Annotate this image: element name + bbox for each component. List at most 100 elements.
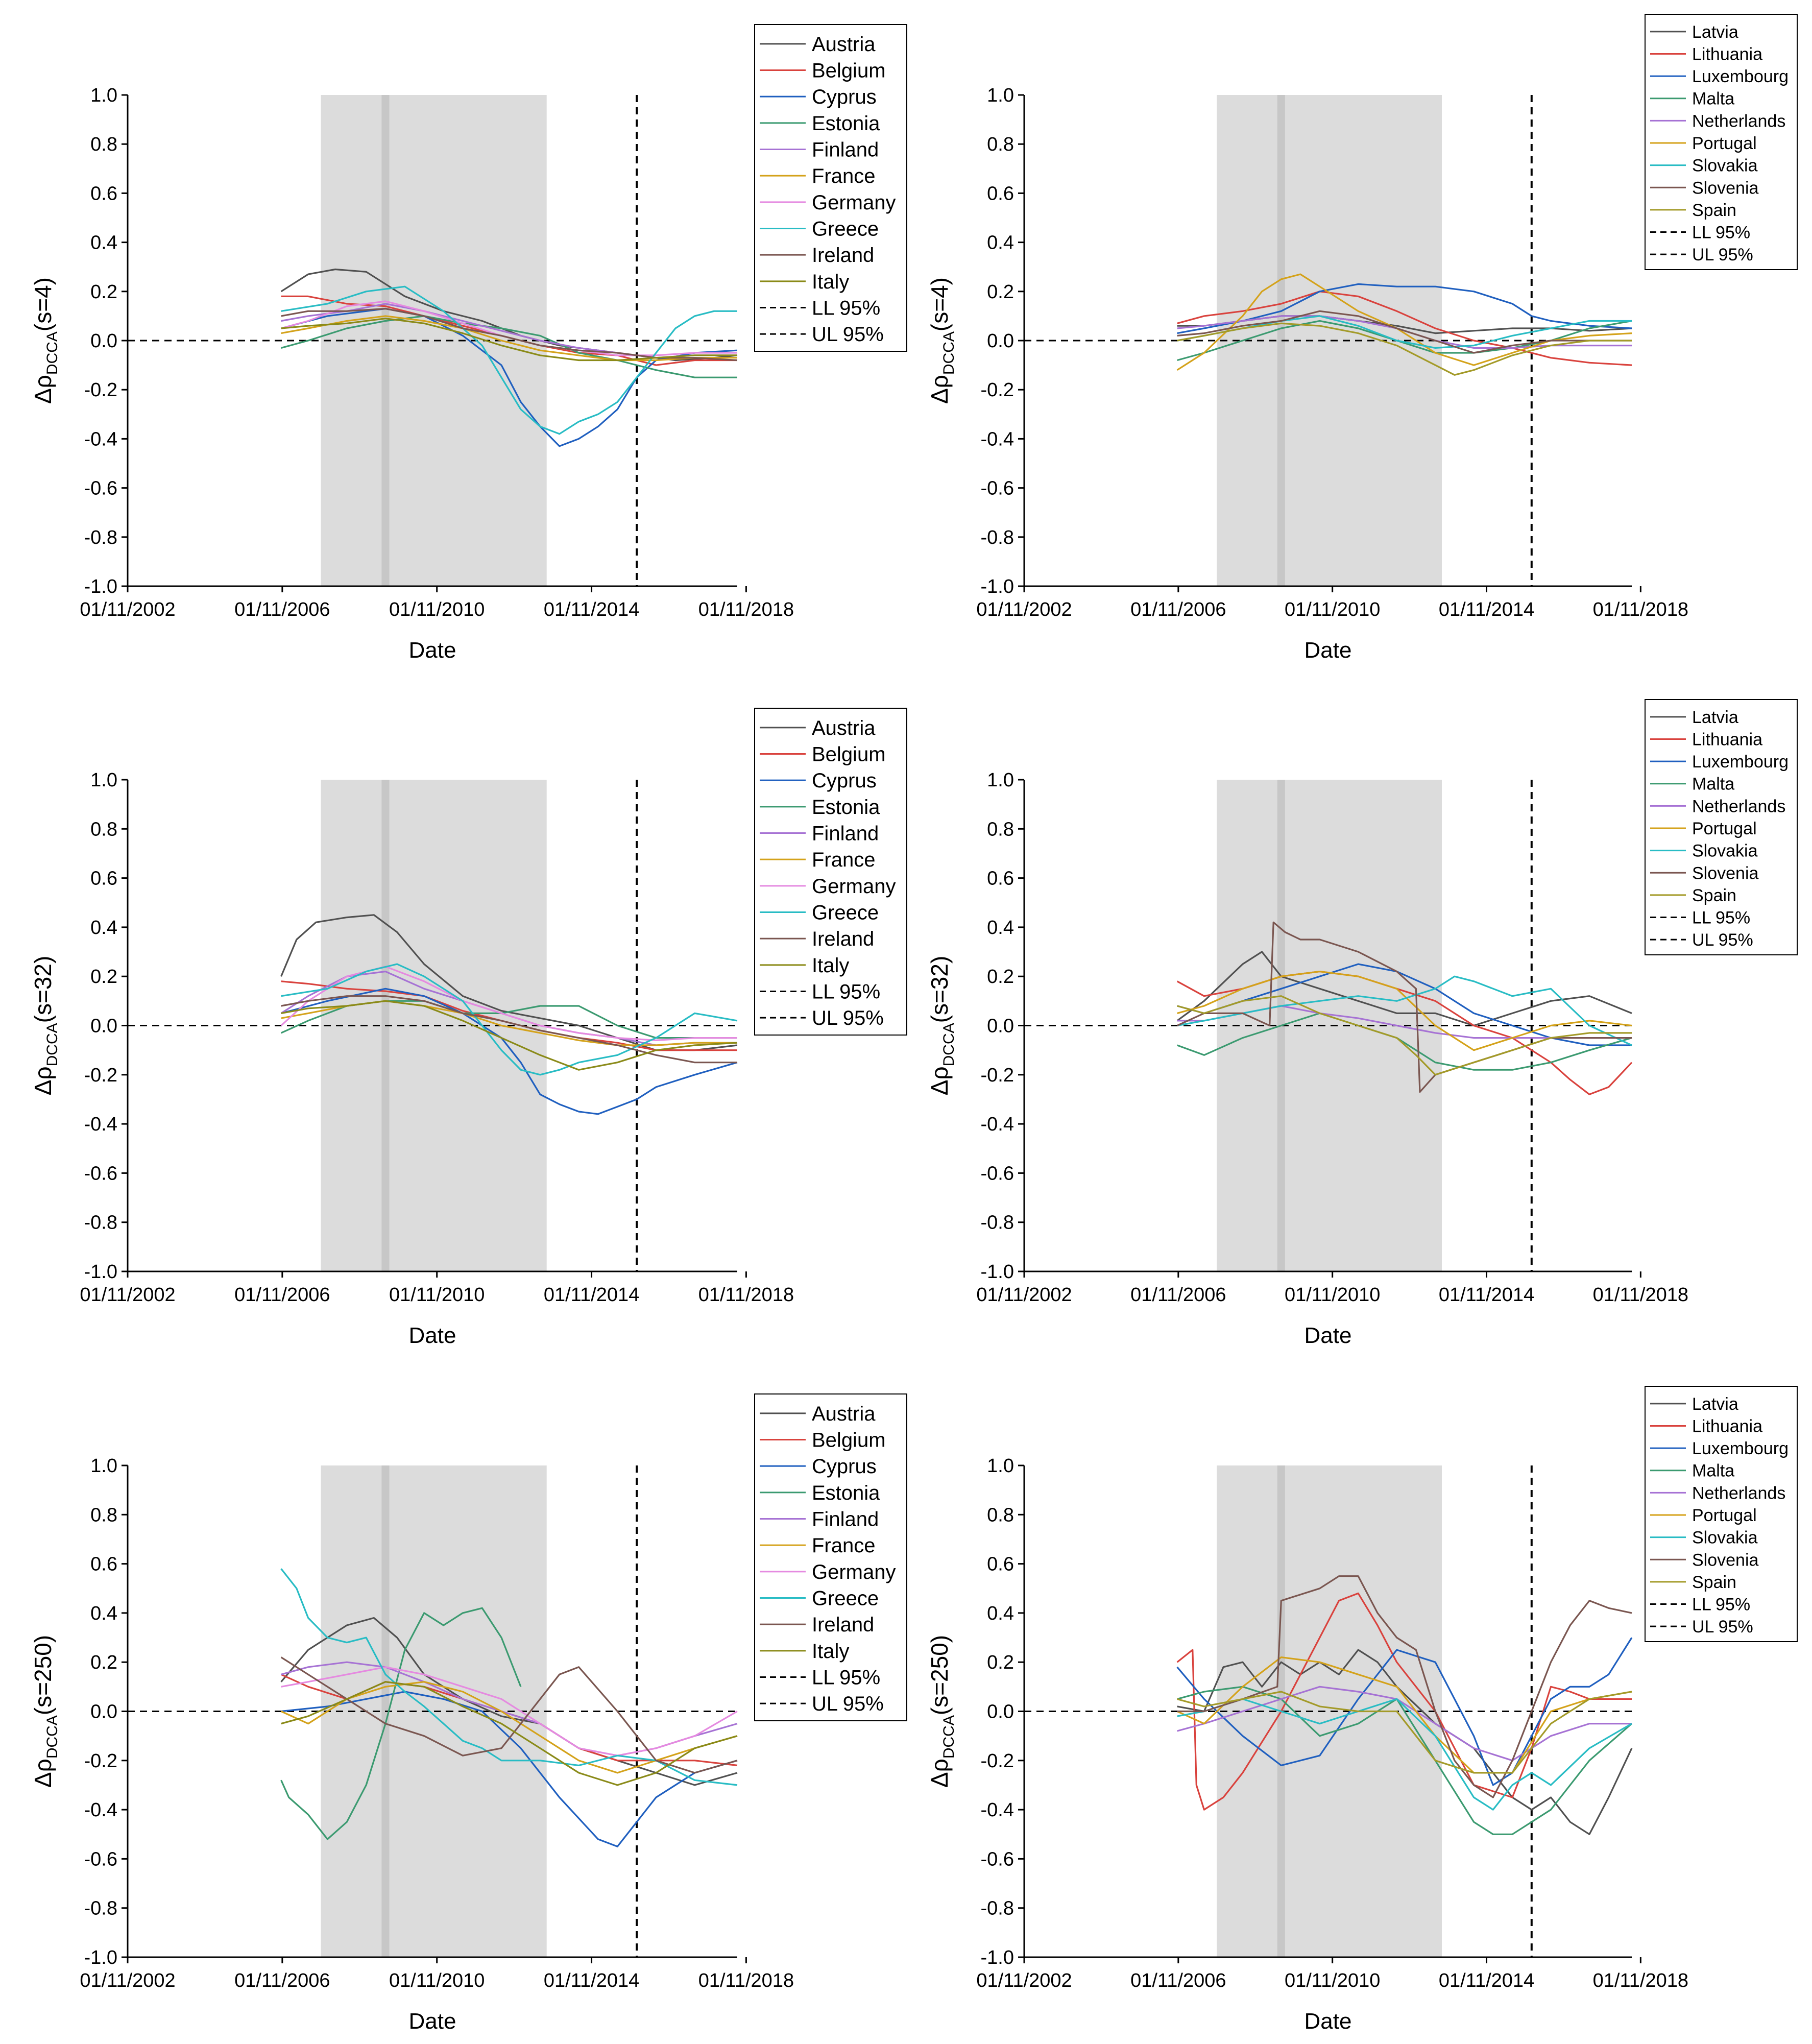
y-tick-label: 1.0 <box>987 85 1014 106</box>
y-tick-label: 0.2 <box>987 1652 1014 1673</box>
legend-label: Portugal <box>1692 134 1757 153</box>
y-tick-label: 0.6 <box>90 1554 117 1575</box>
x-axis-label: Date <box>1304 638 1352 663</box>
x-tick-label: 01/11/2006 <box>1130 1970 1226 1991</box>
y-tick-label: 0.0 <box>987 1016 1014 1037</box>
series-line-greece <box>281 963 738 1076</box>
legend-label: Spain <box>1692 1573 1736 1592</box>
legend-label: Netherlands <box>1692 1483 1785 1503</box>
series-line-portugal <box>1177 970 1632 1051</box>
x-tick-label: 01/11/2010 <box>389 1970 485 1991</box>
y-tick-label: 1.0 <box>90 769 117 791</box>
legend-label: LL 95% <box>812 297 880 320</box>
legend-label: Germany <box>812 1561 896 1583</box>
y-tick-label: -0.2 <box>84 1750 117 1772</box>
legend: Latvia Lithuania Luxembourg Malta Netherland… <box>1645 699 1798 955</box>
y-tick-label: -0.6 <box>981 1163 1014 1184</box>
y-tick-label: 0.2 <box>90 966 117 988</box>
legend: Austria Belgium Cyprus Estonia Finland France… <box>754 24 907 352</box>
legend-label: Latvia <box>1692 1394 1738 1414</box>
legend-label: Italy <box>812 954 849 977</box>
legend-label: Slovakia <box>1692 156 1758 176</box>
series-line-spain <box>1177 322 1632 376</box>
y-tick-label: -1.0 <box>84 1947 117 1968</box>
legend-label: Austria <box>812 33 876 56</box>
series-line-cyprus <box>281 1691 738 1847</box>
x-tick-label: 01/11/2014 <box>1439 599 1534 620</box>
series-line-germany <box>281 1666 738 1757</box>
y-tick-label: 0.4 <box>90 232 117 254</box>
x-axis-label: Date <box>409 2009 456 2034</box>
legend-label: LL 95% <box>812 1667 880 1689</box>
y-tick-label: 0.4 <box>987 917 1014 939</box>
panel-s4-group2: 1.00.80.60.40.20.0-0.2-0.4-0.6-0.8-1.001… <box>926 14 1798 663</box>
legend-label: Germany <box>812 191 896 214</box>
legend-label: Belgium <box>812 60 886 82</box>
series-line-ireland <box>281 995 737 1064</box>
legend-label: UL 95% <box>1692 930 1753 950</box>
x-tick-label: 01/11/2018 <box>698 599 794 620</box>
y-tick-label: 0.4 <box>90 917 117 939</box>
y-tick-label: 0.8 <box>90 134 117 155</box>
series-line-greece <box>281 285 737 435</box>
series-line-italy <box>281 318 737 362</box>
x-tick-label: 01/11/2006 <box>234 599 330 620</box>
legend-label: Estonia <box>812 112 880 135</box>
legend-box <box>754 1393 907 1721</box>
legend-label: LL 95% <box>812 981 880 1003</box>
legend-label: Malta <box>1692 1461 1734 1481</box>
y-tick-label: -0.8 <box>981 527 1014 548</box>
legend-label: Slovakia <box>1692 841 1758 861</box>
y-tick-label: -0.8 <box>84 1898 117 1919</box>
y-tick-label: -0.6 <box>84 1848 117 1870</box>
y-tick-label: -0.4 <box>84 1799 117 1821</box>
series-line-luxembourg <box>1176 1637 1633 1786</box>
series-line-austria <box>280 1617 738 1786</box>
x-axis-label: Date <box>409 638 456 663</box>
x-tick-label: 01/11/2018 <box>698 1970 794 1991</box>
x-tick-label: 01/11/2010 <box>1285 1970 1380 1991</box>
y-tick-label: -0.6 <box>84 478 117 499</box>
series-line-slovenia <box>1177 310 1632 354</box>
y-tick-label: 0.6 <box>987 868 1014 889</box>
legend-label: Spain <box>1692 886 1736 905</box>
y-tick-label: -0.4 <box>981 1799 1014 1821</box>
legend-label: LL 95% <box>1692 223 1750 243</box>
legend-label: Greece <box>812 902 879 924</box>
x-tick-label: 01/11/2010 <box>389 599 485 620</box>
x-tick-label: 01/11/2006 <box>1130 599 1226 620</box>
legend-label: Ireland <box>812 928 874 950</box>
legend-label: Ireland <box>812 244 874 267</box>
legend-label: Estonia <box>812 796 880 819</box>
y-tick-label: -0.2 <box>84 379 117 401</box>
legend-label: Portugal <box>1692 1506 1757 1525</box>
y-tick-label: -1.0 <box>84 576 117 597</box>
series-line-slovakia <box>1177 1698 1632 1811</box>
y-tick-label: -0.8 <box>981 1898 1014 1919</box>
legend-box <box>754 24 907 352</box>
legend-label: UL 95% <box>812 1693 884 1715</box>
y-tick-label: -0.6 <box>981 1848 1014 1870</box>
legend-label: Latvia <box>1692 22 1738 42</box>
legend-box <box>1645 699 1798 955</box>
y-tick-label: 0.4 <box>987 232 1014 254</box>
y-tick-label: -0.2 <box>981 1065 1014 1086</box>
y-tick-label: 0.6 <box>987 1554 1014 1575</box>
panel-s32-group1: 1.00.80.60.40.20.0-0.2-0.4-0.6-0.8-1.001… <box>30 708 907 1348</box>
legend-label: Finland <box>812 1508 879 1531</box>
x-axis-label: Date <box>1304 2009 1352 2034</box>
legend-label: Slovenia <box>1692 1550 1759 1570</box>
panel-s250-group1: 1.00.80.60.40.20.0-0.2-0.4-0.6-0.8-1.001… <box>30 1393 907 2034</box>
y-tick-label: -0.8 <box>981 1212 1014 1234</box>
x-tick-label: 01/11/2014 <box>544 1284 639 1306</box>
legend-label: Germany <box>812 875 896 898</box>
legend-label: Lithuania <box>1692 730 1762 749</box>
legend-label: Cyprus <box>812 1455 877 1478</box>
legend-label: France <box>812 1534 876 1557</box>
legend-label: UL 95% <box>1692 245 1753 264</box>
series-line-portugal <box>1176 273 1632 371</box>
series-line-greece <box>280 1568 738 1786</box>
y-tick-label: -1.0 <box>84 1261 117 1283</box>
legend-label: France <box>812 849 876 871</box>
x-tick-label: 01/11/2010 <box>1285 1284 1380 1306</box>
